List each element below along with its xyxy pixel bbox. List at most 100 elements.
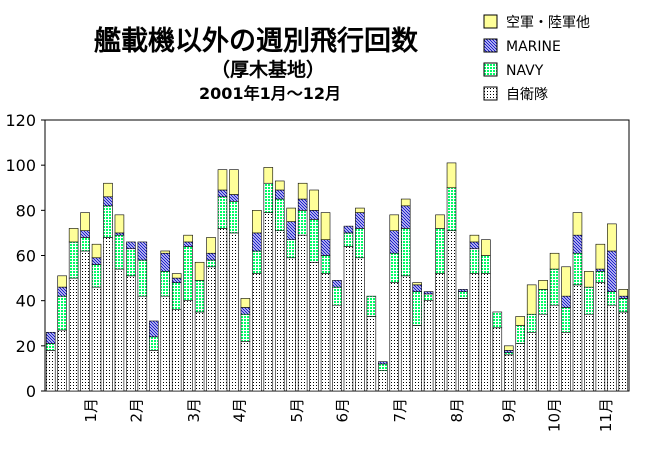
bar-segment-s0-w11 — [171, 309, 182, 392]
bar-segment-s2-w5 — [103, 196, 113, 207]
x-month-label-6: 6月 — [334, 398, 352, 423]
bar-segment-s0-w3 — [80, 250, 90, 392]
bar-segment-s0-w31 — [400, 275, 411, 392]
bar-segment-s0-w16 — [229, 232, 239, 392]
y-tick-label: 40 — [16, 292, 36, 311]
bar-segment-s0-w20 — [274, 230, 285, 392]
bar-segment-s1-w6 — [114, 234, 125, 270]
bar-segment-s3-w38 — [481, 239, 491, 256]
bar-segment-s3-w13 — [194, 261, 205, 281]
bar-segment-s0-w45 — [561, 331, 571, 392]
bar-segment-s3-w15 — [217, 169, 228, 191]
bar-segment-s0-w4 — [91, 286, 102, 392]
bar-segment-s2-w49 — [607, 250, 617, 292]
bar-segment-s1-w21 — [286, 239, 296, 259]
bar-segment-s2-w9 — [149, 320, 159, 338]
bar-segment-s1-w8 — [137, 259, 148, 297]
x-month-label-2: 2月 — [128, 398, 146, 423]
bar-segment-s0-w29 — [378, 370, 388, 392]
bar-segment-s3-w17 — [240, 298, 251, 308]
bar-segment-s2-w6 — [114, 232, 125, 236]
bar-segment-s1-w19 — [263, 182, 274, 213]
bar-segment-s2-w50 — [618, 295, 629, 299]
bar-segment-s1-w11 — [171, 282, 182, 311]
bar-segment-s2-w32 — [412, 284, 422, 292]
bar-segment-s2-w24 — [320, 239, 331, 256]
y-tick-label: 80 — [16, 201, 36, 220]
bar-segment-s3-w48 — [595, 243, 606, 270]
bar-segment-s2-w11 — [171, 277, 182, 283]
bar-segment-s2-w4 — [91, 257, 102, 265]
bar-segment-s0-w35 — [446, 230, 457, 392]
bar-segment-s3-w6 — [114, 214, 125, 234]
bar-segment-s1-w49 — [607, 291, 617, 306]
bar-segment-s2-w37 — [469, 241, 480, 250]
bar-segment-s0-w9 — [149, 350, 159, 392]
bar-segment-s1-w7 — [126, 248, 136, 277]
bar-segment-s1-w2 — [68, 241, 79, 279]
x-month-label-5: 5月 — [288, 398, 306, 423]
bar-segment-s1-w38 — [481, 255, 491, 274]
bar-segment-s0-w28 — [366, 316, 377, 392]
bars — [45, 162, 629, 392]
legend-swatch-sdf — [483, 86, 498, 101]
bar-segment-s1-w32 — [412, 291, 422, 326]
bar-segment-s1-w45 — [561, 307, 571, 333]
bar-segment-s2-w20 — [274, 189, 285, 200]
bar-segment-s2-w7 — [126, 241, 136, 250]
bar-segment-s3-w1 — [57, 275, 67, 288]
bar-segment-s0-w46 — [572, 284, 583, 392]
bar-segment-s1-w29 — [378, 363, 388, 371]
bar-segment-s0-w18 — [252, 273, 262, 392]
bar-segment-s1-w16 — [229, 201, 239, 234]
bar-segment-s1-w1 — [57, 295, 67, 331]
legend-item-marine: MARINE — [483, 38, 561, 55]
bar-segment-s3-w4 — [91, 243, 102, 259]
bar-segment-s3-w21 — [286, 207, 296, 222]
legend-item-sdf: 自衛隊 — [483, 86, 548, 103]
bar-segment-s0-w43 — [538, 313, 548, 392]
bar-segment-s2-w1 — [57, 286, 67, 297]
bar-segment-s2-w31 — [400, 205, 411, 229]
bar-segment-s0-w40 — [503, 354, 514, 392]
bar-segment-s2-w45 — [561, 295, 571, 308]
bar-segment-s0-w36 — [458, 298, 468, 392]
y-axis: 0 20 40 60 80 100 120 — [5, 111, 45, 401]
bar-segment-s2-w10 — [160, 252, 171, 272]
legend-item-navy: NAVY — [483, 62, 544, 79]
bar-segment-s1-w10 — [160, 271, 171, 297]
bar-segment-s0-w48 — [595, 282, 606, 392]
bar-segment-s0-w8 — [137, 295, 148, 392]
bar-segment-s1-w18 — [252, 250, 262, 274]
bar-segment-s3-w44 — [549, 252, 560, 270]
bar-segment-s1-w24 — [320, 255, 331, 274]
bar-segment-s1-w33 — [423, 293, 434, 301]
bar-segment-s2-w33 — [423, 291, 434, 295]
bar-segment-s3-w2 — [68, 228, 79, 243]
bar-segment-s2-w29 — [378, 361, 388, 365]
x-month-label-11: 11月 — [597, 398, 615, 432]
bar-segment-s3-w24 — [320, 212, 331, 240]
bar-segment-s0-w33 — [423, 300, 434, 392]
bar-segment-s2-w16 — [229, 194, 239, 202]
x-month-label-7: 7月 — [391, 398, 409, 423]
legend-label-navy: NAVY — [506, 63, 544, 79]
bar-segment-s3-w34 — [435, 214, 445, 229]
legend-label-marine: MARINE — [506, 39, 561, 55]
bar-segment-s0-w38 — [481, 273, 491, 392]
bar-segment-s0-w5 — [103, 237, 113, 392]
bar-segment-s3-w16 — [229, 169, 239, 195]
bar-segment-s1-w26 — [343, 232, 354, 247]
bar-segment-s2-w17 — [240, 307, 251, 315]
bar-segment-s3-w47 — [584, 271, 594, 288]
bar-segment-s3-w41 — [515, 316, 525, 326]
bar-segment-s1-w35 — [446, 187, 457, 231]
bar-segment-s1-w41 — [515, 325, 525, 344]
bar-segment-s0-w32 — [412, 325, 422, 392]
bar-segment-s1-w17 — [240, 313, 251, 342]
bar-segment-s2-w8 — [137, 241, 148, 261]
bar-segment-s3-w49 — [607, 223, 617, 252]
bar-segment-s1-w48 — [595, 271, 606, 283]
bar-segment-s0-w50 — [618, 311, 629, 392]
bar-segment-s3-w5 — [103, 182, 113, 198]
